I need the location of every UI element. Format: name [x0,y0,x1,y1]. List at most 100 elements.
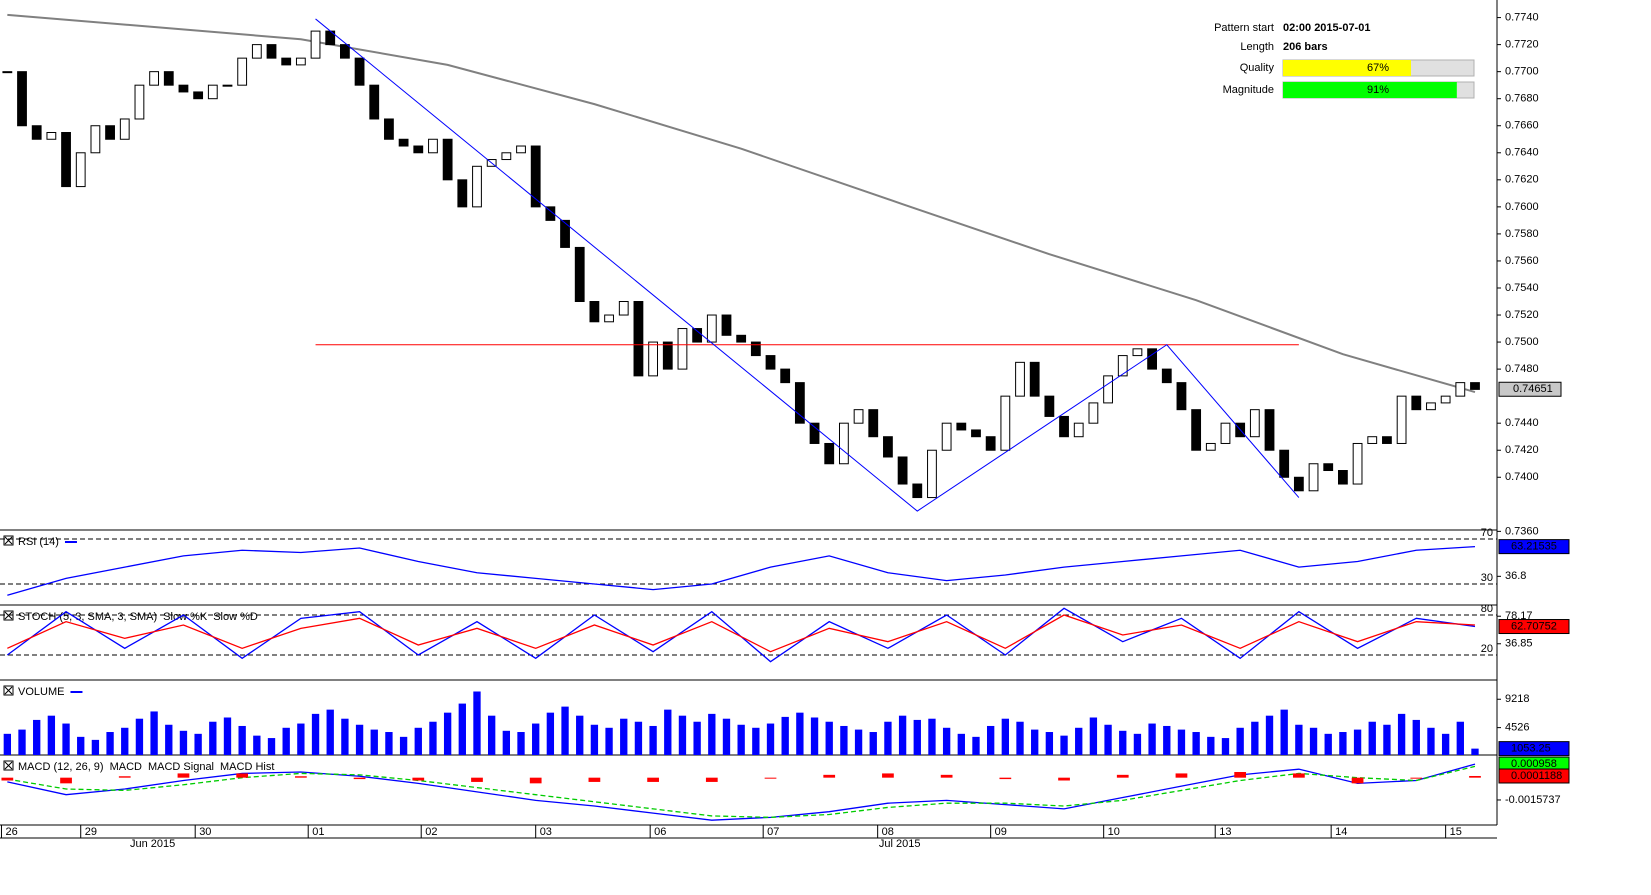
candle [1455,382,1466,397]
hist-bar [1,777,14,781]
x-tick-label: 09 [995,826,1007,838]
x-tick-label: 29 [85,826,97,838]
hist-bar [705,777,718,782]
candle [618,301,629,316]
candle [2,71,13,74]
candle [1191,409,1202,451]
gauge-fill [1283,60,1411,76]
x-tick-label: 08 [882,826,894,838]
y-tick-label: 0.7420 [1505,444,1539,456]
volume-bar [972,736,980,755]
candle [530,145,541,208]
volume-bar [1001,718,1010,755]
candle [545,206,556,221]
volume-bar [487,715,496,755]
volume-bar [121,727,129,755]
candle [648,341,659,377]
y-tick-label: 0.7700 [1505,66,1539,78]
x-tick-label: 01 [312,826,324,838]
indicator-line [7,545,1476,596]
y-tick-label: 0.7480 [1505,363,1539,375]
volume-bar [1339,732,1347,755]
x-tick-label: 13 [1219,826,1231,838]
volume-bar [854,729,863,755]
volume-bar [737,724,745,755]
volume-bar [649,725,657,755]
volume-bar [913,719,921,755]
volume-bar [3,733,12,755]
y-tick-label: 36.8 [1505,570,1526,582]
volume-bar [1236,727,1244,755]
candle [1367,436,1378,444]
hist-bar [588,777,601,782]
hist-bar [118,776,131,778]
volume-bar [1148,723,1156,755]
y-tick-label: 0.7520 [1505,309,1539,321]
hist-bar [353,777,366,780]
last-value-label: 62.70752 [1511,620,1557,632]
volume-bar [1089,717,1098,755]
hist-bar [940,774,953,778]
volume-bar [33,719,41,755]
panel-title: VOLUME [18,686,64,698]
level-label: 80 [1481,603,1493,615]
volume-bar [1251,721,1259,755]
volume-bar [91,739,100,755]
hist-bar [1175,773,1188,778]
candle [662,341,673,370]
candle [941,422,952,451]
volume-bar [297,723,305,755]
candle [1249,409,1260,438]
panel-toggle-cross [4,686,13,695]
volume-bar [414,727,422,755]
candle [1059,415,1069,438]
hist-bar [764,777,777,779]
panel-toggle-cross [4,536,13,545]
legend-entry: Slow %D [213,611,258,623]
volume-bar [429,721,437,755]
candle [1352,442,1363,485]
candle [1279,449,1290,478]
volume-bar [1207,736,1215,755]
candle [1426,402,1436,411]
x-tick-label: 30 [199,826,211,838]
volume-bar [62,723,70,755]
candle [794,382,805,424]
info-label: Magnitude [1223,84,1274,96]
volume-bar [869,732,877,755]
panel-title: RSI (14) [18,536,59,548]
level-label: 30 [1481,572,1493,584]
gauge-label: 67% [1367,62,1389,74]
candle [692,328,703,343]
last-value-label: 0.000958 [1511,758,1557,770]
hist-bar [1292,773,1305,778]
candle [1220,422,1231,444]
candle [237,57,248,86]
candle [222,84,233,87]
last-value-label: 63.21535 [1511,541,1557,553]
y-tick-label: 0.7640 [1505,147,1539,159]
y-tick-label: -0.0015737 [1505,794,1561,806]
candle [266,44,277,59]
volume-bar [517,732,525,755]
info-value: 206 bars [1283,41,1328,53]
candle [442,138,453,181]
candle [824,442,835,465]
x-tick-label: 07 [767,826,779,838]
y-tick-label: 0.7660 [1505,120,1539,132]
volume-bar [1016,721,1024,755]
volume-bar [1309,727,1318,755]
volume-bar [1177,729,1186,755]
volume-bar [898,715,907,755]
candle [149,71,160,86]
candle [134,84,145,120]
candle [1176,382,1187,411]
volume-bar [106,732,114,755]
volume-bar [1192,732,1200,755]
volume-bar [1119,730,1127,755]
candle [736,334,747,343]
volume-bar [605,727,613,755]
y-tick-label: 0.7360 [1505,525,1539,537]
candle [706,314,717,343]
candle [1161,368,1172,384]
